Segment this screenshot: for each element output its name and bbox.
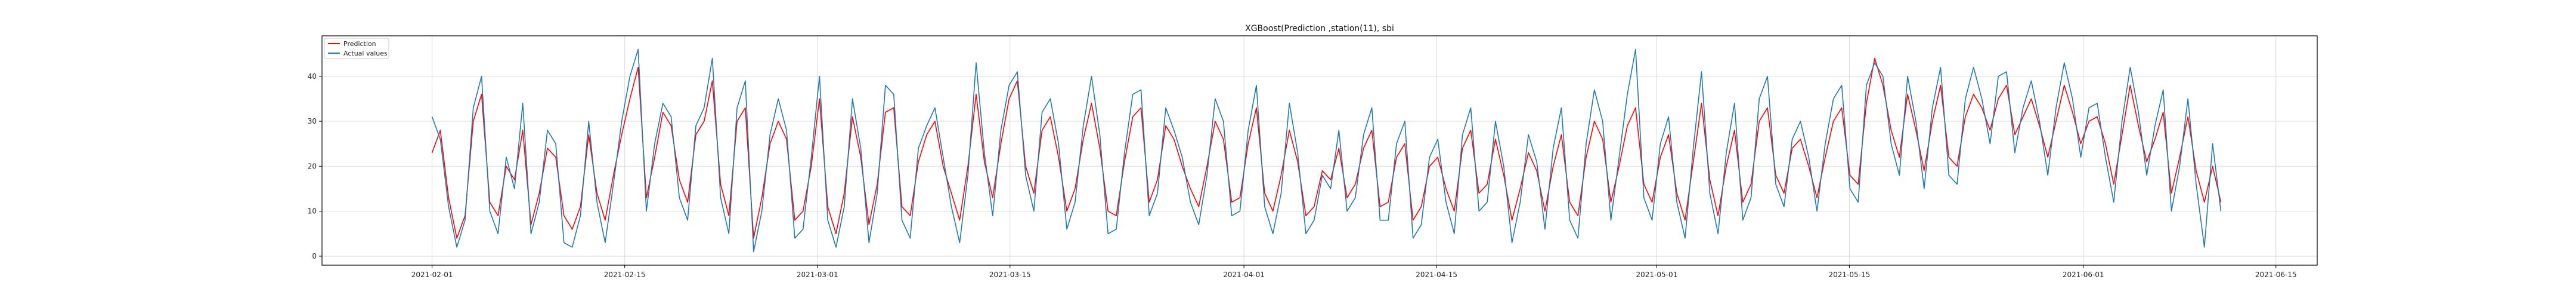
x-tick-label: 2021-04-15	[1416, 271, 1457, 279]
series-prediction-line	[431, 57, 2222, 239]
plot-frame	[321, 35, 2318, 266]
x-tick-label: 2021-02-15	[604, 271, 646, 279]
x-tick-label: 2021-05-15	[1829, 271, 1871, 279]
legend-box	[324, 38, 389, 59]
x-tick-label: 2021-03-15	[989, 271, 1031, 279]
x-tick-label: 2021-06-01	[2063, 271, 2104, 279]
grid	[322, 36, 2317, 265]
chart-title: XGBoost(Prediction ,station(11), sbi	[1245, 24, 1394, 33]
x-tick-label: 2021-06-15	[2255, 271, 2297, 279]
x-tick-label: 2021-03-01	[797, 271, 838, 279]
y-tick-label: 0	[312, 252, 317, 260]
legend: Prediction Actual values	[324, 38, 389, 59]
x-tick-label: 2021-05-01	[1636, 271, 1677, 279]
plot-background	[322, 36, 2317, 265]
y-tick-label: 30	[308, 117, 317, 125]
legend-actual-label: Actual values	[343, 50, 388, 57]
y-tick-label: 40	[308, 72, 317, 81]
y-tick-label: 20	[308, 162, 317, 170]
x-tick-label: 2021-04-01	[1223, 271, 1265, 279]
x-axis: 2021-02-01 2021-02-15 2021-03-01 2021-03-15…	[411, 265, 2297, 279]
y-axis: 0 10 20 30 40	[308, 72, 322, 260]
legend-prediction-label: Prediction	[343, 40, 376, 48]
x-tick-label: 2021-02-01	[411, 271, 453, 279]
series-actual-line	[431, 48, 2222, 253]
y-tick-label: 10	[308, 207, 317, 216]
series-group	[431, 48, 2222, 253]
